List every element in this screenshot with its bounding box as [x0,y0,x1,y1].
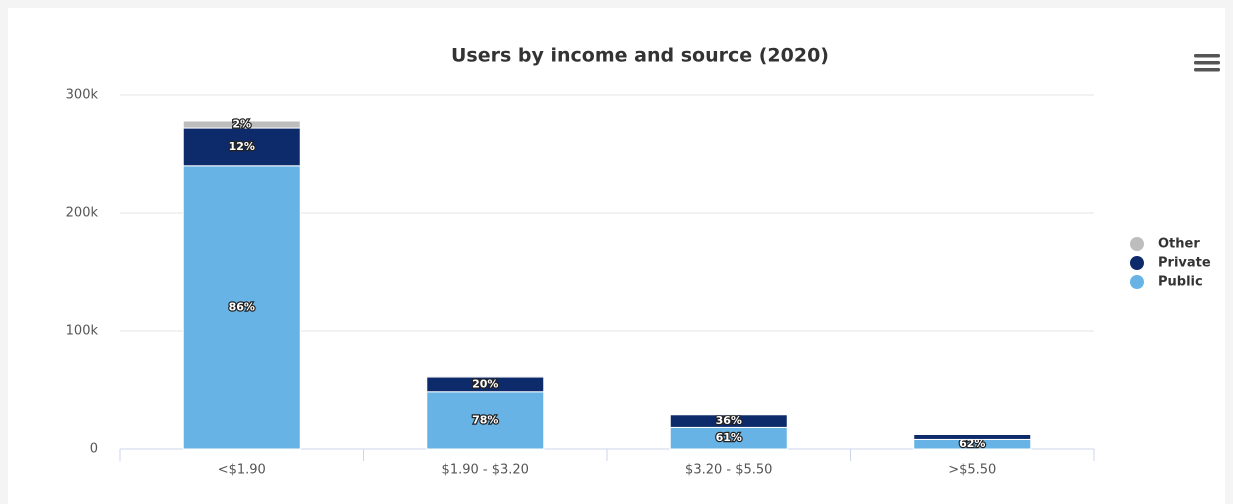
legend-label: Public [1158,275,1203,290]
bar-segment [426,375,545,378]
bar-segment [913,433,1032,435]
data-label: 78% [472,413,498,426]
y-tick-label: 100k [66,324,99,339]
data-label: 61% [716,431,742,444]
data-label: 2% [232,118,251,131]
data-label: 86% [229,300,255,313]
legend-label: Other [1158,237,1200,252]
x-tick-label: <$1.90 [218,463,266,478]
bar-segment [182,165,301,450]
bar-segment [913,433,1032,440]
legend-label: Private [1158,256,1211,271]
data-label: 36% [716,414,742,427]
chart-title: Users by income and source (2020) [451,45,829,67]
data-label: 12% [229,140,255,153]
y-tick-label: 0 [90,442,98,457]
x-tick-label: $1.90 - $3.20 [442,463,529,478]
y-tick-label: 200k [66,206,99,221]
menu-button[interactable] [1189,46,1225,78]
bar-segment [426,391,545,450]
bar-segment [182,127,301,167]
x-tick-label: >$5.50 [948,463,996,478]
bar-segment [669,413,788,416]
legend-marker [1130,256,1144,270]
data-label: 20% [472,377,498,390]
legend-marker [1130,275,1144,289]
y-tick-label: 300k [66,88,99,103]
x-tick-label: $3.20 - $5.50 [685,463,772,478]
bar-segment [182,120,301,129]
legend-marker [1130,237,1144,251]
